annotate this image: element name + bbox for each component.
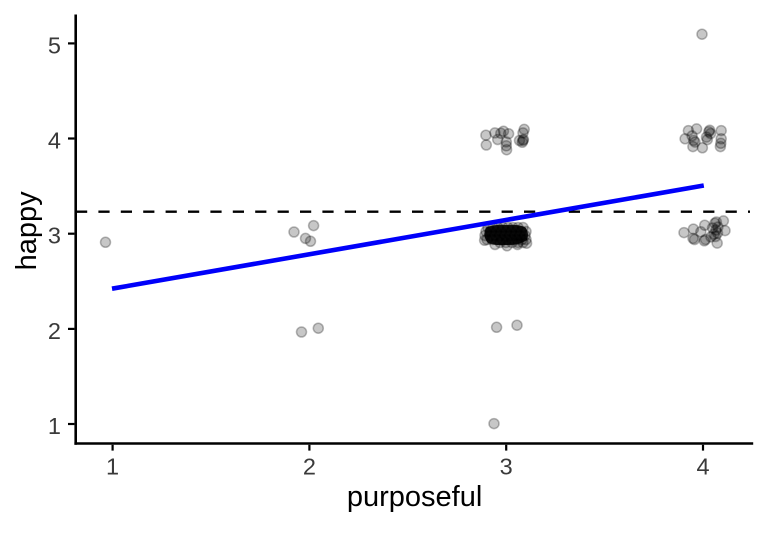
svg-text:1: 1 (106, 454, 119, 480)
svg-text:4: 4 (696, 454, 709, 480)
svg-text:2: 2 (303, 454, 316, 480)
svg-text:3: 3 (48, 223, 61, 249)
svg-text:happy: happy (11, 191, 43, 271)
svg-text:purposeful: purposeful (347, 481, 482, 513)
svg-text:3: 3 (500, 454, 513, 480)
svg-text:1: 1 (48, 413, 61, 439)
svg-text:5: 5 (48, 32, 61, 58)
svg-text:2: 2 (48, 318, 61, 344)
svg-text:4: 4 (48, 128, 61, 154)
